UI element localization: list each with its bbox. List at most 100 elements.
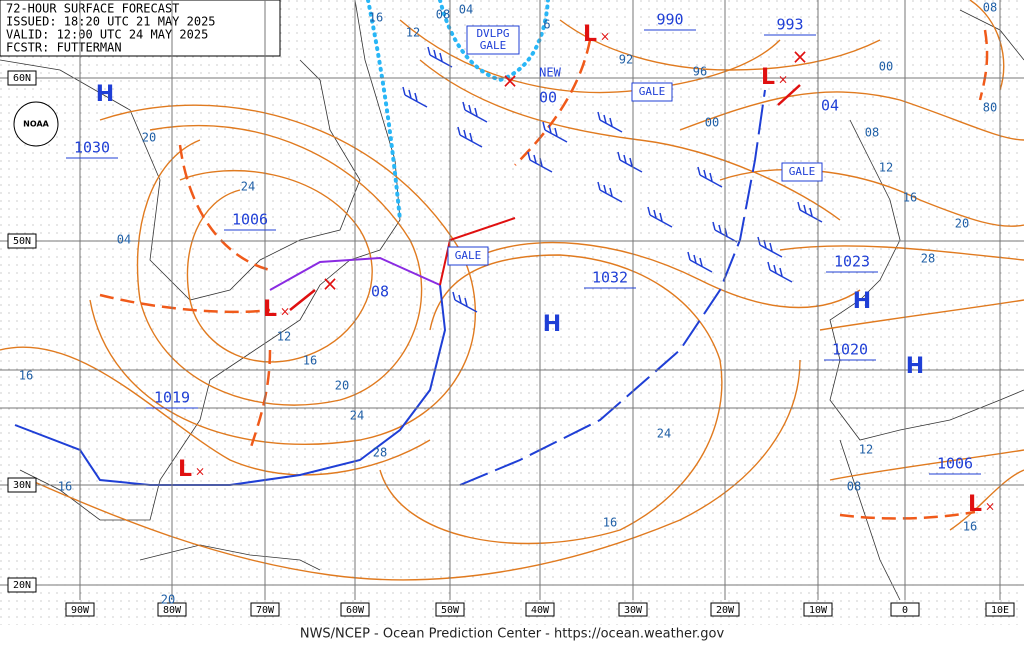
longitude-label: 90W [71,605,90,616]
low-symbol: L [583,22,597,47]
wind-barb [712,221,738,243]
footer: NWS/NCEP - Ocean Prediction Center - htt… [300,627,725,642]
label-box [250,602,280,617]
pressure-label: 1006 [232,211,268,229]
logo-text: NOAA [23,120,49,129]
header-line: ISSUED: 18:20 UTC 21 MAY 2025 [6,15,216,29]
gale-box [447,246,489,266]
isobar-label: 16 [369,11,383,25]
wind-barb [457,126,483,148]
gale-label: GALE [789,165,816,178]
isobar-label: 08 [983,1,997,15]
longitude-label: 60W [346,605,365,616]
label-box [7,233,37,249]
longitude-label: 50W [441,605,460,616]
wind-barb [697,166,723,188]
pressure-label: 1023 [834,253,870,271]
new-label: NEW [539,66,561,80]
wind-barb [427,46,453,68]
gale-label: GALE [639,85,666,98]
high-symbol: H [906,354,924,379]
high-symbol: H [543,312,561,337]
isobar-label: 28 [921,252,935,266]
isobar-label: 16 [903,191,917,205]
wind-barb [797,201,823,223]
label-box [7,477,37,493]
isobar-label: 92 [619,53,633,67]
pressure-label: 1032 [592,269,628,287]
isobar-label: 08 [371,283,389,301]
low-symbol: L [761,65,775,90]
isobar-label: 28 [373,446,387,460]
label-box [7,577,37,593]
low-symbol: L [263,297,277,322]
label-box [890,602,920,617]
isobar-label: 24 [241,180,255,194]
wind-barb [687,251,713,273]
latitude-label: 60N [13,73,31,84]
label-box [7,70,37,86]
wind-barb [402,86,428,108]
label-box [340,602,370,617]
isobar-label: 08 [865,126,879,140]
low-x: × [600,30,610,44]
wind-barb [767,261,793,283]
wind-barb [452,291,478,313]
latitude-label: 20N [13,580,31,591]
label-box [803,602,833,617]
longitude-label: 40W [531,605,550,616]
label-box [618,602,648,617]
isobar-label: 20 [955,217,969,231]
low-x: × [280,305,290,319]
isobar-label: 16 [963,520,977,534]
isobar-label: 96 [693,65,707,79]
gale-box [631,82,673,102]
low-symbol: L [178,457,192,482]
isobar-label: 08 [436,8,450,22]
label-box [985,602,1015,617]
longitude-label: 70W [256,605,275,616]
isobar-label: 16 [58,480,72,494]
isobar-label: 12 [879,161,893,175]
low-x: × [195,465,205,479]
pressure-label: 990 [656,11,683,29]
header-line: FCSTR: FUTTERMAN [6,41,122,55]
header-line: VALID: 12:00 UTC 24 MAY 2025 [6,28,208,42]
isobar-label: 24 [350,409,364,423]
longitude-label: 10E [991,605,1009,616]
future-position: × [502,69,519,93]
background [0,0,1024,625]
wind-barb [462,101,488,123]
isobar-label: 20 [335,379,349,393]
longitude-label: 30W [624,605,643,616]
isobar-label: 08 [847,480,861,494]
isobar-label: 00 [705,116,719,130]
pressure-label: 1019 [154,389,190,407]
wind-barb [542,121,568,143]
isobar-label: 16 [19,369,33,383]
gale-box [781,162,823,182]
latitude-label: 50N [13,236,31,247]
isobar-label: 12 [406,26,420,40]
pressure-label: 1030 [74,139,110,157]
isobar-label: 6 [543,18,550,32]
isobar-label: 00 [539,89,557,107]
longitude-label: 20W [716,605,735,616]
isobar-label: 24 [657,427,671,441]
low-symbol: L [968,492,982,517]
isobar-label: 12 [277,330,291,344]
wind-barbs [402,46,823,313]
future-position: × [792,45,809,69]
developing-gale-box [466,25,520,55]
isobar-label: 04 [821,97,839,115]
header-line: 72-HOUR SURFACE FORECAST [6,2,179,16]
isobar-label: 04 [117,233,131,247]
isobar-label: 12 [859,443,873,457]
isobar-label: 20 [142,131,156,145]
label-box [65,602,95,617]
pressure-label: 1006 [937,455,973,473]
label-box [710,602,740,617]
label-box [435,602,465,617]
label-box [525,602,555,617]
